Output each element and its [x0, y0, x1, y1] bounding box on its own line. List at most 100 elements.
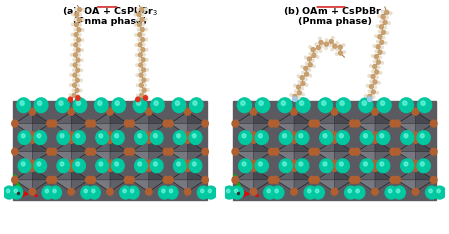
Circle shape [231, 186, 243, 199]
Circle shape [372, 96, 375, 98]
Circle shape [107, 165, 113, 172]
Circle shape [431, 120, 437, 127]
Circle shape [139, 73, 143, 77]
Circle shape [380, 162, 384, 166]
Polygon shape [15, 112, 50, 135]
Circle shape [11, 186, 22, 199]
Circle shape [189, 98, 203, 113]
Circle shape [336, 42, 339, 44]
Polygon shape [132, 124, 149, 135]
Circle shape [291, 160, 297, 167]
Polygon shape [54, 152, 71, 164]
Circle shape [339, 45, 342, 49]
Circle shape [269, 176, 275, 183]
Circle shape [359, 98, 373, 113]
Circle shape [281, 101, 286, 106]
Circle shape [76, 101, 80, 106]
Circle shape [250, 136, 257, 143]
Circle shape [382, 30, 385, 34]
Circle shape [34, 159, 47, 173]
Circle shape [250, 108, 257, 115]
Circle shape [331, 108, 338, 115]
Circle shape [226, 189, 230, 193]
Polygon shape [235, 152, 254, 164]
Circle shape [112, 98, 125, 113]
Circle shape [323, 134, 327, 138]
Circle shape [273, 120, 279, 127]
Circle shape [81, 49, 83, 51]
Circle shape [128, 176, 135, 183]
Circle shape [309, 148, 316, 155]
Circle shape [80, 79, 82, 82]
Circle shape [143, 44, 145, 46]
Circle shape [71, 23, 74, 26]
Polygon shape [170, 152, 188, 164]
Circle shape [142, 88, 146, 92]
Circle shape [390, 120, 396, 127]
Polygon shape [54, 168, 88, 192]
Circle shape [320, 159, 333, 173]
Circle shape [72, 89, 75, 91]
Circle shape [12, 120, 18, 127]
Polygon shape [132, 168, 166, 192]
Circle shape [136, 84, 139, 87]
Circle shape [140, 83, 143, 87]
Circle shape [297, 97, 300, 99]
Circle shape [308, 57, 312, 61]
Circle shape [89, 148, 96, 155]
Circle shape [386, 32, 388, 34]
Circle shape [371, 90, 375, 94]
Polygon shape [375, 112, 393, 124]
Circle shape [79, 14, 82, 16]
Circle shape [309, 120, 316, 127]
Circle shape [366, 84, 369, 87]
Circle shape [145, 136, 152, 143]
Polygon shape [276, 112, 312, 135]
Bar [13, 101, 207, 200]
Polygon shape [276, 180, 294, 192]
Circle shape [373, 45, 375, 47]
Circle shape [88, 186, 100, 199]
Circle shape [390, 148, 396, 155]
Circle shape [388, 22, 390, 24]
Polygon shape [170, 112, 205, 135]
Circle shape [332, 37, 334, 39]
Circle shape [138, 53, 142, 57]
Circle shape [167, 148, 173, 155]
Circle shape [21, 162, 25, 166]
Circle shape [75, 8, 77, 11]
Circle shape [80, 69, 83, 72]
Circle shape [378, 50, 382, 54]
Circle shape [79, 89, 82, 92]
Circle shape [124, 148, 131, 155]
Circle shape [296, 98, 310, 113]
Circle shape [308, 189, 311, 193]
Circle shape [377, 40, 379, 43]
Circle shape [189, 131, 202, 145]
Circle shape [250, 160, 257, 167]
Circle shape [433, 186, 446, 199]
Circle shape [320, 131, 333, 145]
Circle shape [73, 59, 75, 61]
Polygon shape [397, 180, 415, 192]
Circle shape [135, 131, 147, 145]
Circle shape [38, 101, 42, 106]
Circle shape [349, 148, 356, 155]
Circle shape [20, 101, 24, 106]
Circle shape [305, 84, 308, 86]
Circle shape [317, 56, 319, 58]
Circle shape [279, 159, 292, 173]
Circle shape [360, 131, 374, 145]
Circle shape [318, 98, 332, 113]
Circle shape [394, 148, 401, 155]
Circle shape [259, 101, 263, 106]
Circle shape [388, 189, 392, 193]
Circle shape [73, 83, 76, 87]
Circle shape [382, 11, 384, 13]
Circle shape [308, 63, 312, 67]
Polygon shape [235, 112, 272, 135]
Polygon shape [294, 140, 312, 152]
Circle shape [302, 71, 304, 74]
Circle shape [142, 23, 144, 26]
Circle shape [300, 76, 304, 80]
